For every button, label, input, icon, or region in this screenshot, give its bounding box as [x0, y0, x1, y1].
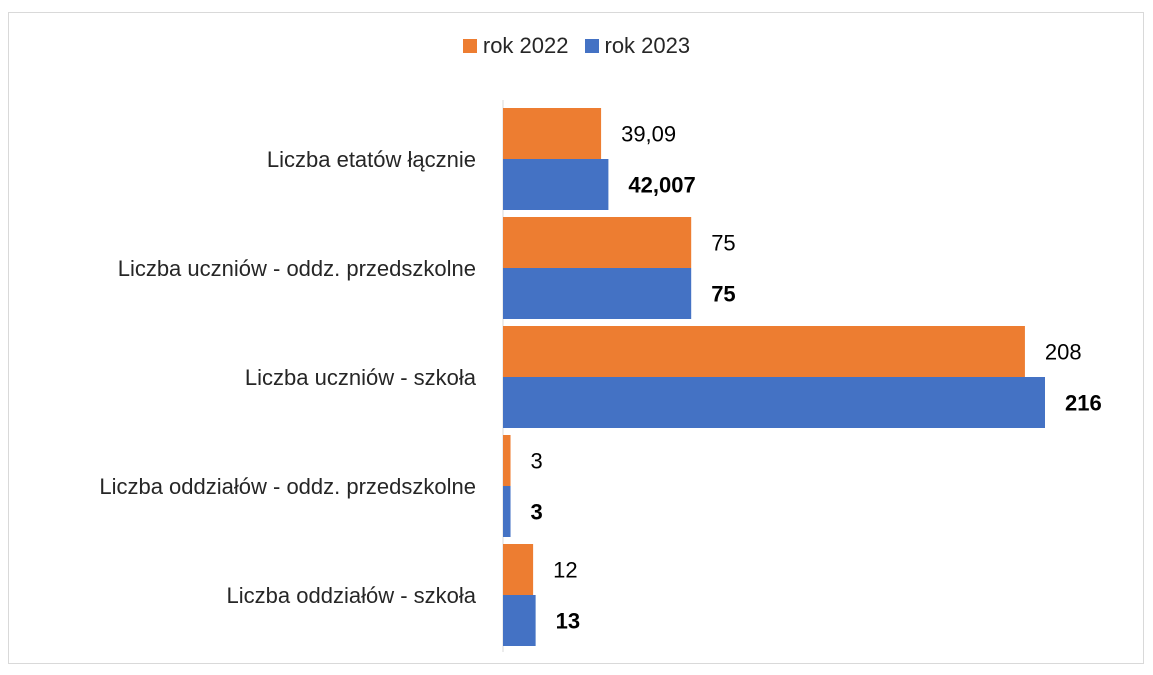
data-label-2022: 208 [1045, 340, 1082, 365]
bar-2022 [503, 217, 692, 268]
bar-2023 [503, 595, 536, 646]
bar-2023 [503, 377, 1045, 428]
legend-item-2022: rok 2022 [462, 33, 569, 59]
data-label-2022: 75 [711, 231, 735, 256]
category-label: Liczba oddziałów - szkoła [227, 583, 477, 608]
data-label-2022: 12 [553, 558, 577, 583]
bar-2023 [503, 486, 511, 537]
bar-2022 [503, 326, 1025, 377]
legend-swatch-2022 [462, 39, 477, 53]
category-label: Liczba oddziałów - oddz. przedszkolne [99, 474, 476, 499]
data-label-2022: 3 [531, 449, 543, 474]
data-label-2022: 39,09 [621, 122, 676, 147]
bar-2022 [503, 435, 511, 486]
data-label-2023: 216 [1065, 391, 1102, 416]
data-label-2023: 75 [711, 282, 735, 307]
legend: rok 2022 rok 2023 [0, 33, 1153, 59]
data-label-2023: 3 [531, 500, 543, 525]
legend-label-2022: rok 2022 [482, 33, 569, 58]
legend-item-2023: rok 2023 [584, 33, 691, 59]
bar-2023 [503, 268, 692, 319]
data-label-2023: 42,007 [628, 173, 695, 198]
bar-2022 [503, 544, 534, 595]
data-label-2023: 13 [556, 609, 580, 634]
bar-2022 [503, 108, 602, 159]
legend-swatch-2023 [584, 39, 599, 53]
category-label: Liczba uczniów - szkoła [245, 365, 477, 390]
legend-label-2023: rok 2023 [604, 33, 691, 58]
category-label: Liczba uczniów - oddz. przedszkolne [118, 256, 476, 281]
bar-2023 [503, 159, 609, 210]
category-label: Liczba etatów łącznie [267, 147, 476, 172]
